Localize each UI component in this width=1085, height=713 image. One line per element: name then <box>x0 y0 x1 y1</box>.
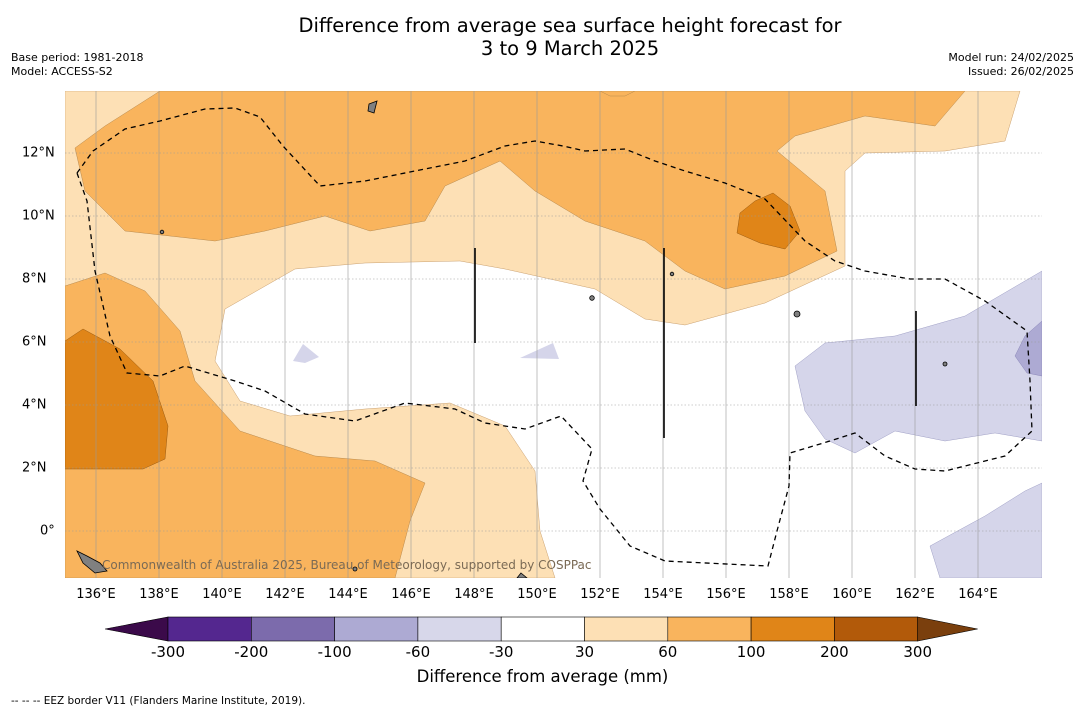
contour-dark-orange-west <box>65 328 169 470</box>
colorbar-segment <box>251 616 335 642</box>
island-southwest-b <box>516 572 528 578</box>
chart-title: Difference from average sea surface heig… <box>0 14 1085 60</box>
map-area[interactable] <box>65 91 1042 578</box>
eez-border <box>76 107 1033 567</box>
meta-right: Model run: 24/02/2025 Issued: 26/02/2025 <box>948 51 1074 79</box>
longitude-label: 152°E <box>580 587 620 602</box>
longitude-label: 162°E <box>895 587 935 602</box>
longitude-label: 144°E <box>328 587 368 602</box>
colorbar-tick-label: 60 <box>658 643 678 661</box>
contour-dark-orange-north <box>736 192 801 250</box>
island-small-e <box>159 229 165 235</box>
island-southwest-a <box>76 550 108 574</box>
latitude-label: 8°N <box>22 271 47 287</box>
latitude-label: 10°N <box>22 208 55 224</box>
issued-text: Issued: 26/02/2025 <box>967 65 1074 78</box>
map-svg <box>65 91 1042 578</box>
longitude-label: 156°E <box>706 587 746 602</box>
contour-mid-orange-west <box>65 272 426 578</box>
longitude-label: 150°E <box>517 587 557 602</box>
colorbar-tick-label: -60 <box>405 643 431 661</box>
colorbar-tick-label: -30 <box>488 643 514 661</box>
island-small-f <box>352 566 358 572</box>
colorbar-segment <box>584 616 669 642</box>
colorbar-tick-label: 30 <box>574 643 595 661</box>
colorbar-segment <box>167 616 252 642</box>
title-line-2: 3 to 9 March 2025 <box>480 37 660 60</box>
island-small-c <box>669 271 675 277</box>
latitude-label: 0° <box>40 523 55 539</box>
latitude-label: 6°N <box>22 334 47 350</box>
contour-light-blue-small-a <box>293 344 319 363</box>
longitude-label: 154°E <box>643 587 683 602</box>
longitude-label: 142°E <box>265 587 305 602</box>
colorbar-tick-label: 300 <box>903 643 933 661</box>
colorbar-tick-label: -300 <box>150 643 186 661</box>
island-north <box>367 100 378 114</box>
title-line-1: Difference from average sea surface heig… <box>298 14 842 37</box>
latitude-label: 12°N <box>22 145 55 161</box>
contour-light-blue-southeast <box>929 482 1042 578</box>
colorbar-segment <box>334 616 419 642</box>
island-small-b <box>589 295 595 301</box>
colorbar-tick-label: 200 <box>820 643 849 661</box>
colorbar-segments <box>105 616 978 642</box>
colorbar-under-arrow <box>105 616 169 642</box>
longitude-label: 140°E <box>202 587 242 602</box>
model-run-text: Model run: 24/02/2025 <box>948 51 1074 64</box>
colorbar-title: Difference from average (mm) <box>416 667 669 686</box>
colorbar <box>105 616 978 642</box>
longitude-label: 158°E <box>769 587 809 602</box>
longitude-label: 148°E <box>454 587 494 602</box>
longitude-label: 160°E <box>832 587 872 602</box>
island-small-a <box>793 310 801 318</box>
latitude-label: 2°N <box>22 460 47 476</box>
contour-light-blue-east <box>794 270 1042 454</box>
colorbar-segment <box>417 616 502 642</box>
colorbar-segment <box>750 616 835 642</box>
contour-light-blue-small-b <box>520 343 559 359</box>
colorbar-over-arrow <box>917 616 978 642</box>
longitude-label: 146°E <box>391 587 431 602</box>
colorbar-tick-label: -100 <box>317 643 352 661</box>
longitude-label: 164°E <box>958 587 998 602</box>
meta-left: Base period: 1981-2018 Model: ACCESS-S2 <box>11 51 143 79</box>
eez-footnote: -- -- -- EEZ border V11 (Flanders Marine… <box>11 695 306 707</box>
colorbar-tick-label: -200 <box>234 643 269 661</box>
credit-text: Commonwealth of Australia 2025, Bureau o… <box>102 558 592 572</box>
longitude-label: 138°E <box>139 587 179 602</box>
colorbar-segment <box>834 616 919 642</box>
island-group <box>76 100 948 578</box>
contour-mid-orange-top <box>599 91 636 97</box>
contour-mid-orange-north <box>74 91 966 290</box>
island-small-d <box>942 361 948 367</box>
colorbar-segment <box>500 616 585 642</box>
colorbar-tick-label: 100 <box>736 643 766 661</box>
longitude-label: 136°E <box>76 587 116 602</box>
base-period-text: Base period: 1981-2018 <box>11 51 144 64</box>
latitude-label: 4°N <box>22 397 47 413</box>
colorbar-segment <box>667 616 752 642</box>
model-text: Model: ACCESS-S2 <box>11 65 113 78</box>
contour-mid-blue-east <box>1014 320 1042 377</box>
